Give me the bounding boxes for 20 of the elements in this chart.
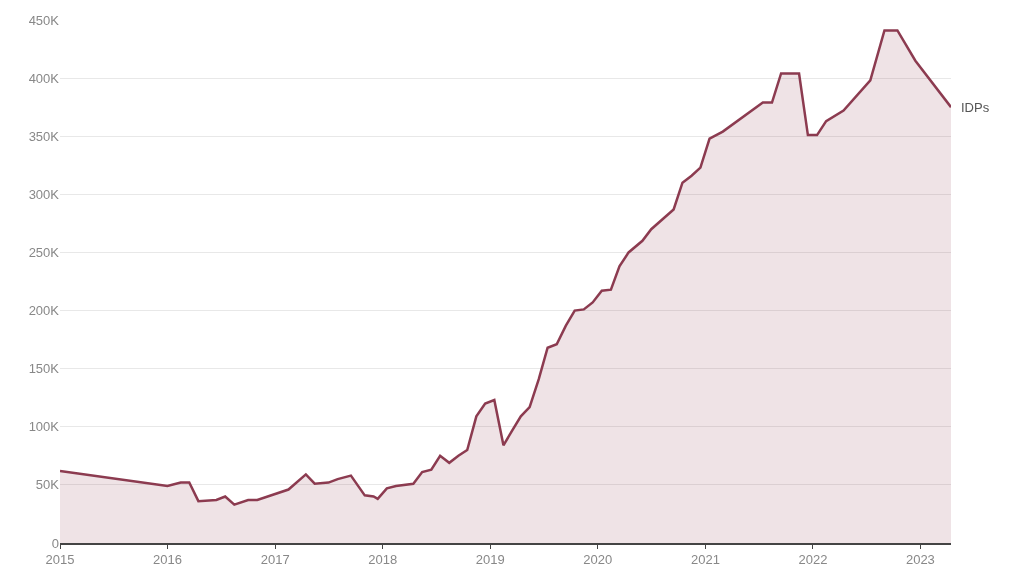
- x-tick-label: 2020: [583, 552, 613, 568]
- x-tick-label: 2022: [798, 552, 828, 568]
- y-tick-label: 150K: [28, 361, 60, 377]
- x-tick-label: 2019: [475, 552, 505, 568]
- y-tick-label: 300K: [28, 186, 60, 202]
- y-tick-label: 100K: [28, 419, 60, 435]
- x-tick-label: 2018: [368, 552, 398, 568]
- y-tick-label: 450K: [28, 12, 60, 28]
- y-tick-label: 0: [51, 535, 59, 551]
- y-tick-label: 400K: [28, 70, 60, 86]
- y-tick-label: 350K: [28, 128, 60, 144]
- x-tick-label: 2021: [690, 552, 720, 568]
- y-tick-label: 200K: [28, 303, 60, 319]
- y-tick-label: 250K: [28, 244, 60, 260]
- x-tick-label: 2017: [260, 552, 290, 568]
- x-tick-label: 2023: [905, 552, 935, 568]
- x-tick-label: 2016: [153, 552, 182, 568]
- series-label: IDPs: [961, 100, 990, 115]
- y-tick-label: 50K: [35, 477, 60, 493]
- x-tick-label: 2015: [45, 552, 75, 568]
